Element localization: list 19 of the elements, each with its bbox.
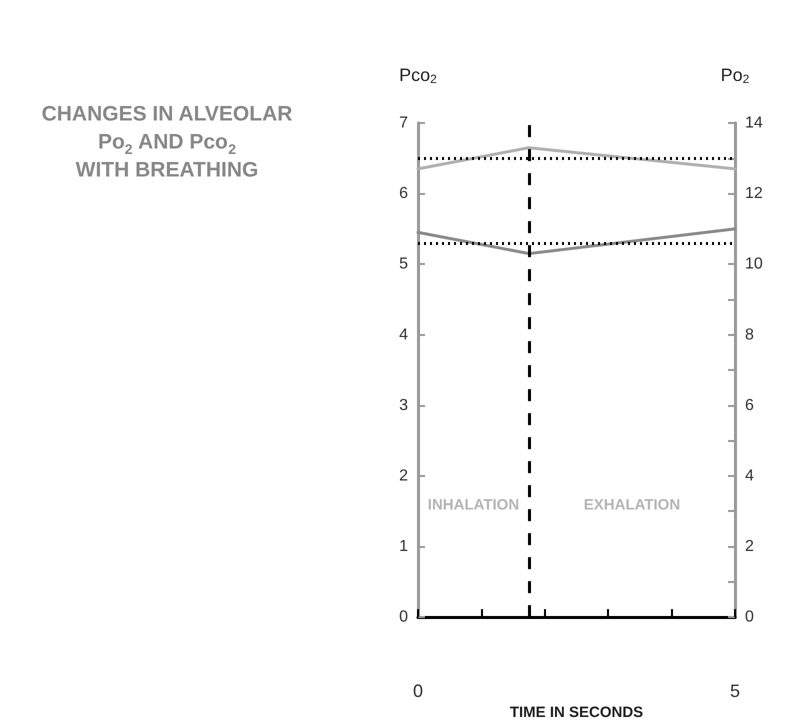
y-tick-label: 6 bbox=[399, 185, 408, 202]
y-tick-label: 2 bbox=[399, 467, 408, 484]
y-tick-label: 7 bbox=[399, 114, 408, 132]
x-axis-title: TIME IN SECONDS bbox=[510, 704, 644, 721]
y2-tick-label: 2 bbox=[745, 538, 754, 556]
y2-tick-label: 12 bbox=[745, 185, 763, 202]
y2-tick-label: 6 bbox=[745, 396, 754, 414]
y2-tick-label: 4 bbox=[745, 467, 754, 484]
y-tick-label: 5 bbox=[399, 256, 408, 273]
y2-tick-label: 10 bbox=[745, 256, 763, 273]
annotation: EXHALATION bbox=[584, 496, 680, 514]
y2-tick-label: 14 bbox=[745, 114, 763, 132]
y2-tick-label: 8 bbox=[745, 326, 754, 344]
y-tick-label: 3 bbox=[399, 396, 408, 414]
y-tick-label: 4 bbox=[399, 326, 408, 344]
y2-tick-label: 0 bbox=[745, 608, 754, 626]
annotation: INHALATION bbox=[428, 496, 520, 514]
y-tick-label: 1 bbox=[399, 538, 408, 556]
y-tick-label: 0 bbox=[399, 608, 408, 626]
